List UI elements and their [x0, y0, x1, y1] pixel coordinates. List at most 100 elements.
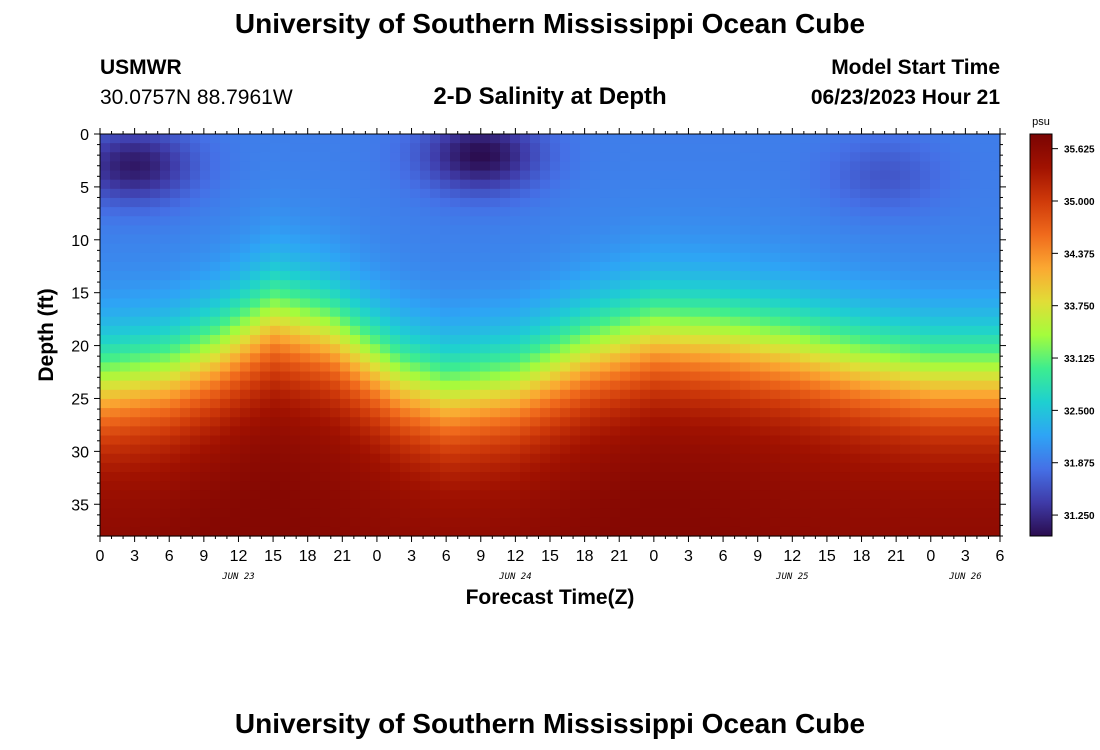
heatmap-cell: [520, 526, 531, 537]
heatmap-cell: [110, 316, 121, 327]
heatmap-cell: [860, 462, 871, 473]
heatmap-cell: [390, 472, 401, 482]
heatmap-cell: [750, 417, 761, 427]
heatmap-cell: [840, 243, 851, 254]
heatmap-cell: [650, 417, 661, 427]
heatmap-cell: [690, 481, 701, 491]
heatmap-cell: [320, 207, 331, 217]
heatmap-cell: [800, 325, 811, 336]
heatmap-cell: [710, 179, 721, 190]
heatmap-cell: [350, 526, 361, 537]
heatmap-cell: [450, 371, 461, 382]
heatmap-cell: [860, 170, 871, 181]
heatmap-cell: [900, 526, 911, 537]
heatmap-cell: [680, 216, 691, 226]
heatmap-cell: [100, 261, 111, 272]
heatmap-cell: [120, 289, 131, 300]
heatmap-cell: [910, 298, 921, 309]
heatmap-cell: [300, 380, 311, 391]
heatmap-cell: [730, 444, 741, 455]
heatmap-cell: [540, 143, 551, 153]
heatmap-cell: [980, 344, 991, 354]
heatmap-cell: [520, 462, 531, 473]
heatmap-cell: [150, 325, 161, 336]
heatmap-cell: [150, 398, 161, 409]
heatmap-cell: [590, 216, 601, 226]
heatmap-cell: [120, 216, 131, 226]
heatmap-cell: [300, 234, 311, 245]
heatmap-cell: [930, 371, 941, 382]
heatmap-cell: [330, 526, 341, 537]
heatmap-cell: [270, 179, 281, 190]
heatmap-cell: [530, 344, 541, 354]
heatmap-cell: [270, 380, 281, 391]
heatmap-cell: [260, 335, 271, 345]
heatmap-cell: [910, 271, 921, 281]
heatmap-cell: [940, 134, 951, 144]
heatmap-cell: [340, 289, 351, 300]
heatmap-cell: [880, 526, 891, 537]
heatmap-cell: [550, 289, 561, 300]
heatmap-cell: [360, 252, 371, 263]
heatmap-cell: [630, 152, 641, 163]
heatmap-cell: [380, 188, 391, 199]
heatmap-cell: [610, 225, 621, 236]
heatmap-cell: [740, 298, 751, 309]
heatmap-cell: [810, 197, 821, 208]
heatmap-cell: [130, 325, 141, 336]
heatmap-cell: [450, 161, 461, 172]
heatmap-cell: [130, 179, 141, 190]
heatmap-cell: [370, 526, 381, 537]
heatmap-cell: [880, 170, 891, 181]
heatmap-cell: [310, 143, 321, 153]
heatmap-cell: [670, 197, 681, 208]
heatmap-cell: [600, 143, 611, 153]
heatmap-cell: [300, 152, 311, 163]
heatmap-cell: [110, 453, 121, 464]
heatmap-cell: [940, 216, 951, 226]
heatmap-cell: [980, 188, 991, 199]
heatmap-cell: [210, 134, 221, 144]
heatmap-cell: [940, 316, 951, 327]
heatmap-cell: [990, 417, 1001, 427]
heatmap-cell: [210, 298, 221, 309]
heatmap-cell: [780, 444, 791, 455]
heatmap-cell: [200, 444, 211, 455]
heatmap-cell: [750, 389, 761, 400]
heatmap-cell: [220, 426, 231, 437]
heatmap-cell: [420, 243, 431, 254]
heatmap-cell: [210, 335, 221, 345]
heatmap-cell: [620, 408, 631, 418]
heatmap-cell: [850, 252, 861, 263]
heatmap-cell: [460, 225, 471, 236]
heatmap-cell: [120, 207, 131, 217]
heatmap-cell: [960, 490, 971, 501]
heatmap-cell: [400, 508, 411, 519]
heatmap-cell: [880, 435, 891, 446]
heatmap-cell: [290, 344, 301, 354]
heatmap-cell: [490, 325, 501, 336]
heatmap-cell: [480, 389, 491, 400]
heatmap-cell: [220, 188, 231, 199]
heatmap-cell: [520, 325, 531, 336]
heatmap-cell: [640, 207, 651, 217]
heatmap-cell: [360, 389, 371, 400]
heatmap-cell: [700, 197, 711, 208]
heatmap-cell: [510, 453, 521, 464]
heatmap-cell: [540, 298, 551, 309]
heatmap-cell: [510, 197, 521, 208]
heatmap-cell: [910, 335, 921, 345]
heatmap-cell: [160, 472, 171, 482]
heatmap-cell: [640, 462, 651, 473]
heatmap-cell: [540, 252, 551, 263]
heatmap-cell: [680, 389, 691, 400]
heatmap-cell: [620, 453, 631, 464]
heatmap-cell: [850, 444, 861, 455]
heatmap-cell: [910, 462, 921, 473]
heatmap-cell: [970, 280, 981, 290]
heatmap-cell: [360, 234, 371, 245]
heatmap-cell: [810, 289, 821, 300]
heatmap-cell: [980, 134, 991, 144]
heatmap-cell: [290, 462, 301, 473]
